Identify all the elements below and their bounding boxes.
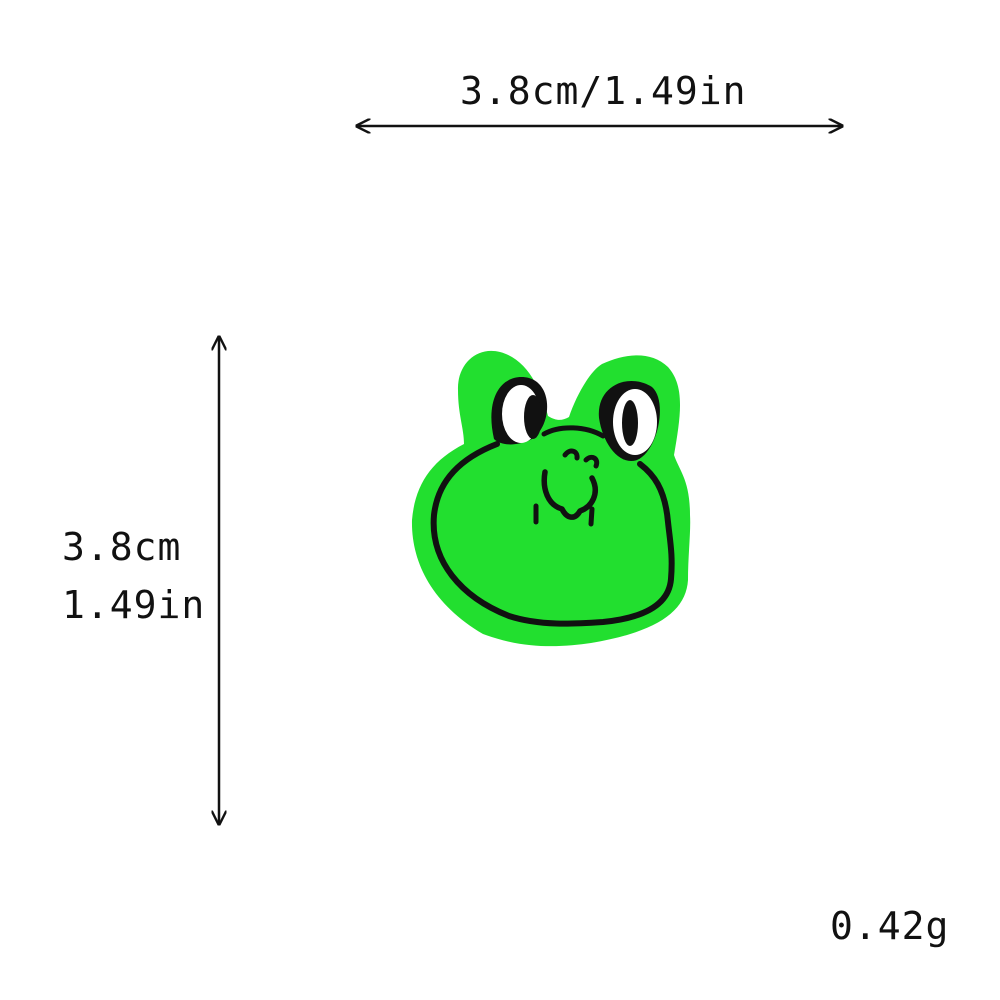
frog-mouth [541, 469, 598, 520]
frog-patch-image [411, 350, 691, 647]
frog-brow-line [541, 425, 606, 439]
right-nostril [583, 454, 600, 469]
right-pupil [622, 400, 638, 446]
frog-mouth-right-drip [588, 506, 595, 527]
left-nostril [562, 448, 580, 461]
frog-head-outline [430, 441, 675, 627]
left-pupil [524, 395, 542, 439]
weight-label: 0.42g [830, 904, 950, 948]
height-in-label: 1.49in [62, 583, 206, 627]
width-dimension-label: 3.8cm/1.49in [460, 69, 747, 113]
height-cm-label: 3.8cm [62, 525, 182, 569]
